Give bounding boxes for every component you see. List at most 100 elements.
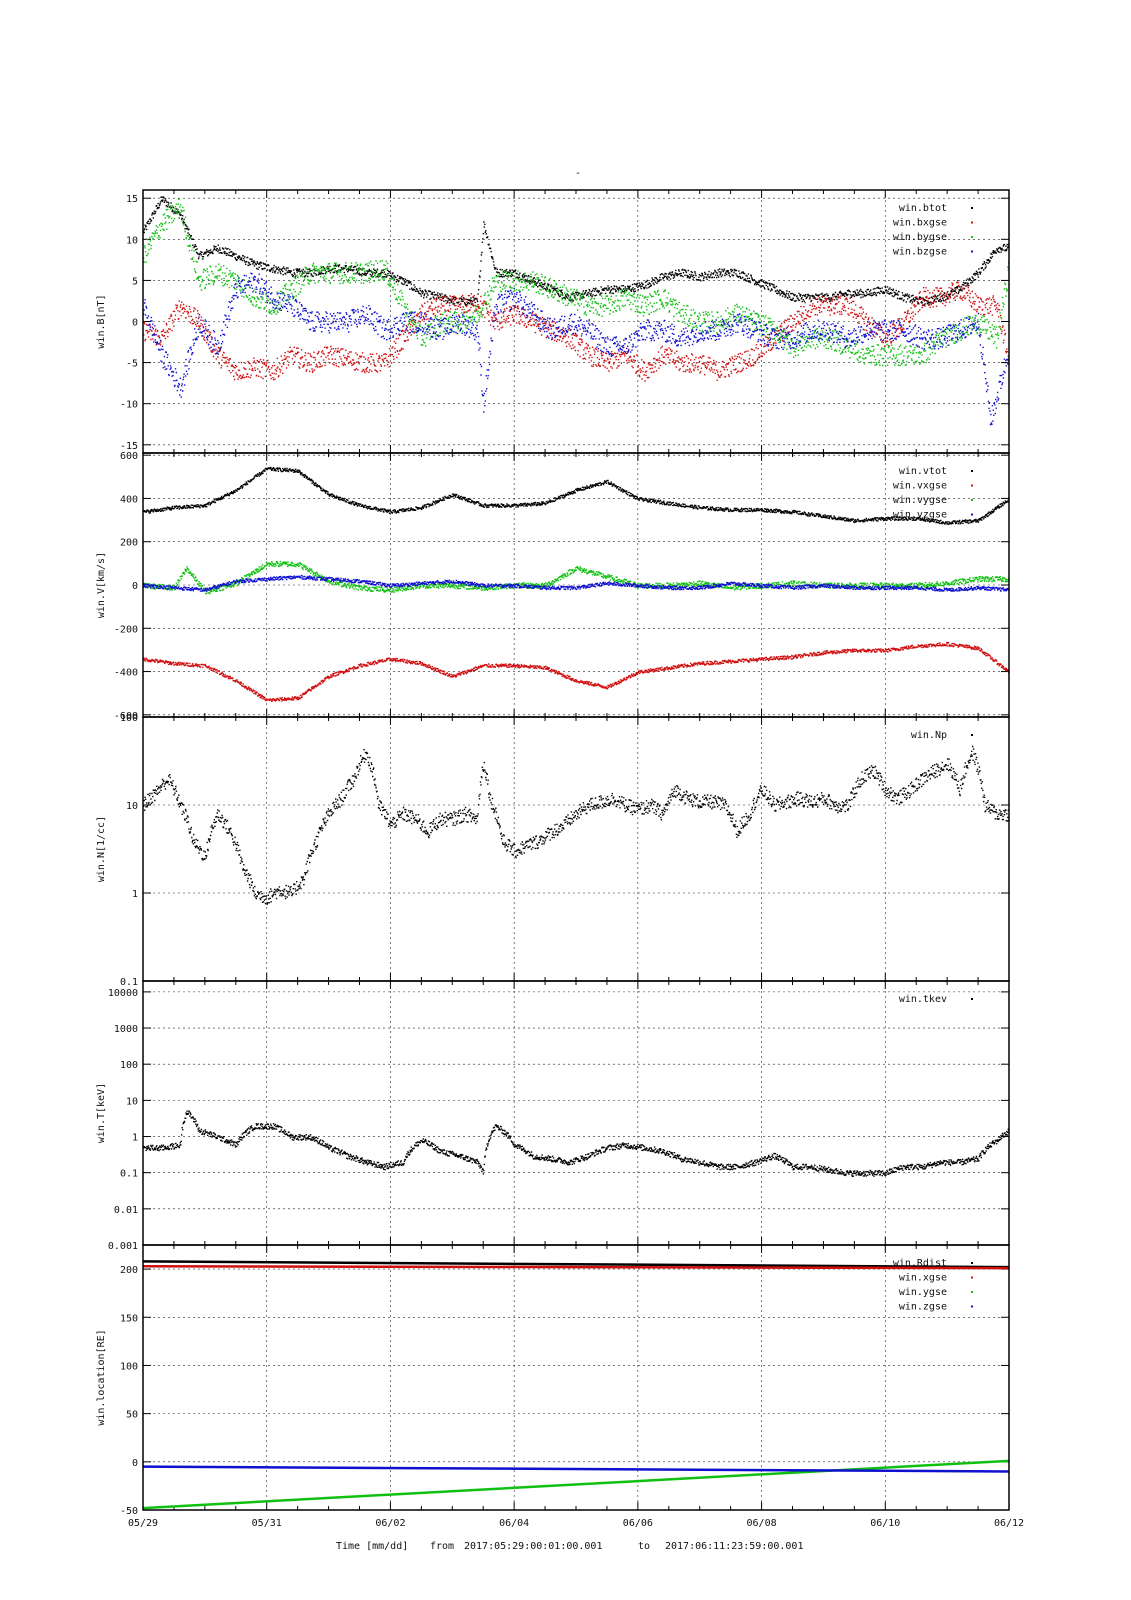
legend-marker <box>971 484 973 487</box>
panel-frame <box>142 980 1010 1246</box>
y-tick-label: 100 <box>120 1361 138 1372</box>
legend-label: win.btot <box>899 203 947 214</box>
panel-3: 0.1 1 10 100 win.N[1/cc] win.Np <box>96 713 1010 988</box>
y-axis-title: win.V[km/s] <box>96 552 107 618</box>
x-tick-label: 05/29 <box>128 1518 158 1529</box>
legend-label: win.vxgse <box>893 481 947 492</box>
legend-marker <box>971 207 973 209</box>
y-tick-label: 1 <box>132 889 138 900</box>
y-tick-label: 100 <box>120 1060 138 1071</box>
legend-marker <box>971 250 973 253</box>
series-line-win.ygse <box>143 1459 1009 1510</box>
series-points-win.bygse <box>143 198 1009 367</box>
legend-label: win.vzgse <box>893 510 947 521</box>
footer-xlabel: Time [mm/dd] <box>336 1541 408 1552</box>
y-tick-label: -5 <box>126 359 138 370</box>
y-tick-label: 0.1 <box>120 1169 138 1180</box>
legend-marker <box>971 1262 973 1264</box>
series-points-win.vxgse <box>143 641 1009 702</box>
legend-marker <box>971 499 973 501</box>
x-tick-label: 06/04 <box>499 1518 529 1529</box>
legend-label: win.vtot <box>899 466 947 477</box>
legend: win.btot win.bxgse win.bygse win.bzgse <box>893 203 973 258</box>
legend-label: win.ygse <box>899 1287 947 1298</box>
series-group <box>143 745 1009 905</box>
y-tick-label: 200 <box>120 538 138 549</box>
legend: win.tkev <box>899 994 973 1005</box>
footer-end-time: 2017:06:11:23:59:00.001 <box>665 1541 803 1552</box>
y-tick-label: 10000 <box>108 988 138 999</box>
y-tick-label: -200 <box>114 624 138 635</box>
legend-label: win.bxgse <box>893 218 947 229</box>
series-line-win.xgse <box>143 1264 1009 1270</box>
y-tick-label: 15 <box>126 194 138 205</box>
x-tick-label: 06/06 <box>623 1518 653 1529</box>
legend: win.Np <box>911 730 973 741</box>
legend-label: win.tkev <box>899 994 947 1005</box>
legend-marker <box>971 998 973 1000</box>
y-tick-label: -10 <box>120 400 138 411</box>
y-axis-title: win.N[1/cc] <box>96 816 107 882</box>
y-tick-label: 400 <box>120 494 138 505</box>
footer-to-label: to <box>638 1541 650 1552</box>
series-group <box>143 196 1009 426</box>
legend-marker <box>971 236 973 238</box>
y-axis-title: win.B[nT] <box>96 294 107 348</box>
y-tick-label: -15 <box>120 441 138 452</box>
legend: win.Rdist win.xgse win.ygse win.zgse <box>893 1258 973 1313</box>
series-points-win.Np <box>143 745 1009 905</box>
panels: -15-10-5051015win.B[nT]win.btotwin.bxgse… <box>96 189 1010 1517</box>
legend-label: win.vygse <box>893 495 947 506</box>
y-tick-label: 50 <box>126 1410 138 1421</box>
series-group <box>143 466 1009 702</box>
legend-marker <box>971 1291 973 1293</box>
panel-frame <box>142 716 1010 982</box>
legend-marker <box>971 221 973 224</box>
y-axis-title: win.location[RE] <box>96 1329 107 1425</box>
y-tick-label: 150 <box>120 1313 138 1324</box>
y-tick-label: -50 <box>120 1506 138 1517</box>
legend-marker <box>971 734 973 736</box>
series-points-win.bxgse <box>143 280 1009 382</box>
y-tick-label: 5 <box>132 276 138 287</box>
y-tick-label: 10 <box>126 1096 138 1107</box>
figure-title: - <box>575 168 581 179</box>
x-tick-label: 06/08 <box>747 1518 777 1529</box>
legend-label: win.bzgse <box>893 247 947 258</box>
series-group <box>143 1260 1009 1510</box>
y-tick-label: 0 <box>132 581 138 592</box>
panel-5: -50 0 50 100 150 200 win.location[RE] win.Rdist… <box>96 1244 1010 1517</box>
panel-2: -600 -400 -200 0 200 400 600 win.V[km/s] win.vto… <box>96 451 1010 722</box>
x-tick-label: 06/02 <box>375 1518 405 1529</box>
series-group <box>143 1110 1009 1177</box>
panel-4: 0.001 0.01 0.1 1 10 100 1000 10000 win.T[keV] win… <box>96 980 1010 1252</box>
legend-marker <box>971 1276 973 1279</box>
footer-start-time: 2017:05:29:00:01:00.001 <box>464 1541 602 1552</box>
y-axis-title: win.T[keV] <box>96 1083 107 1143</box>
x-tick-label: 06/12 <box>994 1518 1024 1529</box>
series-line-win.Rdist <box>143 1260 1009 1269</box>
y-tick-label: 0.1 <box>120 977 138 988</box>
legend-label: win.Np <box>911 730 947 741</box>
legend-label: win.xgse <box>899 1273 947 1284</box>
x-tick-label: 06/10 <box>870 1518 900 1529</box>
panel-frame <box>142 1244 1010 1511</box>
y-tick-label: 1 <box>132 1133 138 1144</box>
y-tick-label: 0.001 <box>108 1241 138 1252</box>
y-tick-label: 1000 <box>114 1024 138 1035</box>
legend-label: win.zgse <box>899 1302 947 1313</box>
y-tick-label: 0 <box>132 1458 138 1469</box>
footer-from-label: from <box>430 1541 454 1552</box>
legend-marker <box>971 1305 973 1308</box>
y-tick-label: 0 <box>132 318 138 329</box>
series-points-win.vzgse <box>143 574 1009 593</box>
y-tick-label: 100 <box>120 713 138 724</box>
series-points-win.vtot <box>143 466 1009 525</box>
legend-label: win.Rdist <box>893 1258 947 1269</box>
y-tick-label: 10 <box>126 235 138 246</box>
y-tick-label: 10 <box>126 801 138 812</box>
y-tick-label: 200 <box>120 1265 138 1276</box>
panel-1: -15 -10 -5 0 5 10 15 win.B[nT] win.btot win.bxgse… <box>96 189 1010 454</box>
y-tick-label: -600 <box>114 711 138 722</box>
